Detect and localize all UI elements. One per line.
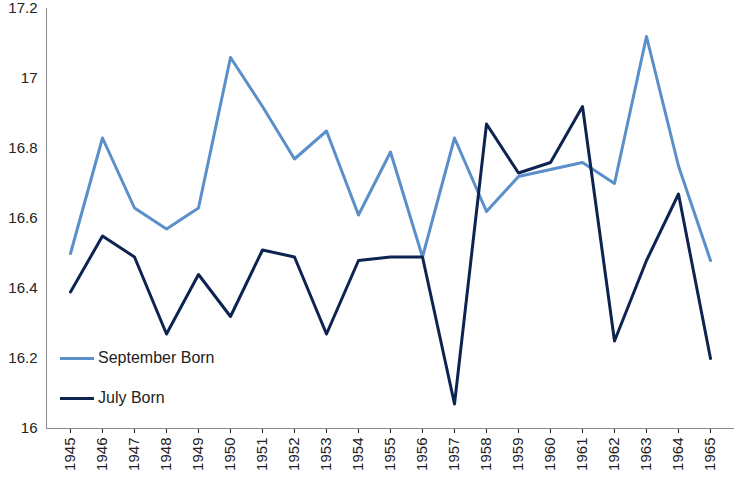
svg-text:1961: 1961 xyxy=(573,438,590,471)
svg-text:1957: 1957 xyxy=(445,438,462,471)
svg-text:1963: 1963 xyxy=(637,438,654,471)
svg-text:1960: 1960 xyxy=(541,438,558,471)
svg-text:16.4: 16.4 xyxy=(8,279,37,296)
svg-text:16.8: 16.8 xyxy=(8,139,37,156)
svg-text:16: 16 xyxy=(21,419,38,436)
svg-text:16.2: 16.2 xyxy=(8,349,37,366)
svg-text:1965: 1965 xyxy=(701,438,718,471)
svg-text:17: 17 xyxy=(21,69,38,86)
svg-text:1964: 1964 xyxy=(669,438,686,471)
svg-text:1948: 1948 xyxy=(157,438,174,471)
svg-text:1952: 1952 xyxy=(285,438,302,471)
svg-text:1945: 1945 xyxy=(61,438,78,471)
svg-text:1949: 1949 xyxy=(189,438,206,471)
svg-text:1947: 1947 xyxy=(125,438,142,471)
svg-text:1950: 1950 xyxy=(221,438,238,471)
svg-text:1958: 1958 xyxy=(477,438,494,471)
svg-text:16.6: 16.6 xyxy=(8,209,37,226)
svg-text:1954: 1954 xyxy=(349,438,366,471)
svg-text:1959: 1959 xyxy=(509,438,526,471)
svg-text:1951: 1951 xyxy=(253,438,270,471)
svg-text:1946: 1946 xyxy=(93,438,110,471)
html-text:September Born: September Born xyxy=(98,349,215,366)
svg-text:1955: 1955 xyxy=(381,438,398,471)
svg-text:1956: 1956 xyxy=(413,438,430,471)
svg-text:17.2: 17.2 xyxy=(8,0,37,16)
html-text:July Born: July Born xyxy=(98,389,165,406)
svg-text:1953: 1953 xyxy=(317,438,334,471)
svg-text:1962: 1962 xyxy=(605,438,622,471)
